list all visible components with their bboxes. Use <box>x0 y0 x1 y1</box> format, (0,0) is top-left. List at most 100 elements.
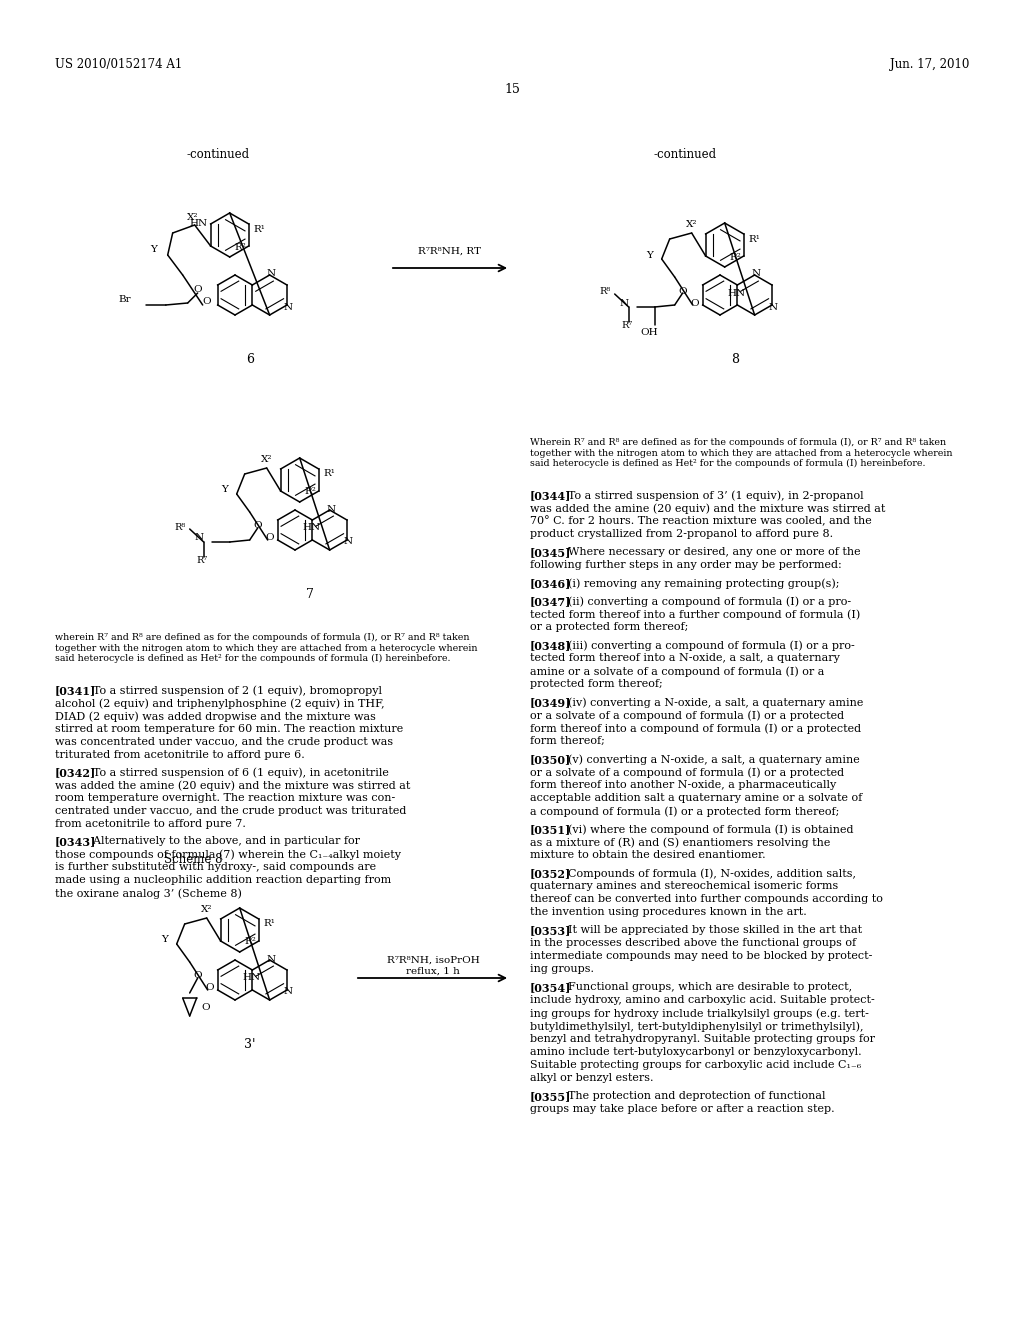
Text: Wherein R⁷ and R⁸ are defined as for the compounds of formula (I), or R⁷ and R⁸ : Wherein R⁷ and R⁸ are defined as for the… <box>530 438 952 469</box>
Text: 70° C. for 2 hours. The reaction mixture was cooled, and the: 70° C. for 2 hours. The reaction mixture… <box>530 516 871 527</box>
Text: HN: HN <box>302 524 321 532</box>
Text: acceptable addition salt a quaternary amine or a solvate of: acceptable addition salt a quaternary am… <box>530 793 862 803</box>
Text: form thereof into a compound of formula (I) or a protected: form thereof into a compound of formula … <box>530 723 861 734</box>
Text: Jun. 17, 2010: Jun. 17, 2010 <box>890 58 969 71</box>
Text: or a solvate of a compound of formula (I) or a protected: or a solvate of a compound of formula (I… <box>530 767 844 777</box>
Text: O: O <box>203 297 211 306</box>
Text: 3': 3' <box>245 1038 256 1051</box>
Text: [0354]: [0354] <box>530 982 571 993</box>
Text: To a stirred suspension of 2 (1 equiv), bromopropyl: To a stirred suspension of 2 (1 equiv), … <box>79 685 382 696</box>
Text: O: O <box>678 286 687 296</box>
Text: R²: R² <box>234 243 247 252</box>
Text: mixture to obtain the desired enantiomer.: mixture to obtain the desired enantiomer… <box>530 850 766 861</box>
Text: 8: 8 <box>731 352 739 366</box>
Text: room temperature overnight. The reaction mixture was con-: room temperature overnight. The reaction… <box>55 793 395 803</box>
Text: -continued: -continued <box>186 148 250 161</box>
Text: or a protected form thereof;: or a protected form thereof; <box>530 622 688 632</box>
Text: protected form thereof;: protected form thereof; <box>530 678 663 689</box>
Text: N: N <box>343 537 352 546</box>
Text: alcohol (2 equiv) and triphenylphosphine (2 equiv) in THF,: alcohol (2 equiv) and triphenylphosphine… <box>55 698 385 709</box>
Text: Where necessary or desired, any one or more of the: Where necessary or desired, any one or m… <box>554 546 860 557</box>
Text: O: O <box>265 533 274 543</box>
Text: OH: OH <box>641 327 658 337</box>
Text: 15: 15 <box>504 83 520 96</box>
Text: those compounds of formula (7) wherein the C₁₋₄alkyl moiety: those compounds of formula (7) wherein t… <box>55 849 401 859</box>
Text: To a stirred suspension of 3’ (1 equiv), in 2-propanol: To a stirred suspension of 3’ (1 equiv),… <box>554 490 863 500</box>
Text: (v) converting a N-oxide, a salt, a quaternary amine: (v) converting a N-oxide, a salt, a quat… <box>554 754 860 764</box>
Text: include hydroxy, amino and carboxylic acid. Suitable protect-: include hydroxy, amino and carboxylic ac… <box>530 995 874 1005</box>
Text: [0347]: [0347] <box>530 597 571 607</box>
Text: ing groups.: ing groups. <box>530 964 594 974</box>
Text: [0349]: [0349] <box>530 697 571 708</box>
Text: (ii) converting a compound of formula (I) or a pro-: (ii) converting a compound of formula (I… <box>554 597 851 607</box>
Text: N: N <box>620 298 629 308</box>
Text: [0341]: [0341] <box>55 685 96 696</box>
Text: from acetonitrile to afford pure 7.: from acetonitrile to afford pure 7. <box>55 818 246 829</box>
Text: (i) removing any remaining protecting group(s);: (i) removing any remaining protecting gr… <box>554 578 840 589</box>
Text: quaternary amines and stereochemical isomeric forms: quaternary amines and stereochemical iso… <box>530 880 839 891</box>
Text: R⁷R⁸NH, isoPrOH: R⁷R⁸NH, isoPrOH <box>387 956 479 965</box>
Text: (iv) converting a N-oxide, a salt, a quaternary amine: (iv) converting a N-oxide, a salt, a qua… <box>554 697 863 708</box>
Text: Y: Y <box>646 251 653 260</box>
Text: amine or a solvate of a compound of formula (I) or a: amine or a solvate of a compound of form… <box>530 667 824 677</box>
Text: made using a nucleophilic addition reaction departing from: made using a nucleophilic addition react… <box>55 875 391 884</box>
Text: O: O <box>194 972 202 981</box>
Text: To a stirred suspension of 6 (1 equiv), in acetonitrile: To a stirred suspension of 6 (1 equiv), … <box>79 767 389 777</box>
Text: form thereof;: form thereof; <box>530 737 605 746</box>
Text: X²: X² <box>261 455 272 465</box>
Text: R⁷: R⁷ <box>196 556 207 565</box>
Text: HN: HN <box>728 289 745 297</box>
Text: Br: Br <box>118 296 131 305</box>
Text: alkyl or benzyl esters.: alkyl or benzyl esters. <box>530 1073 653 1082</box>
Text: DIAD (2 equiv) was added dropwise and the mixture was: DIAD (2 equiv) was added dropwise and th… <box>55 711 376 722</box>
Text: was concentrated under vaccuo, and the crude product was: was concentrated under vaccuo, and the c… <box>55 737 393 747</box>
Text: R²: R² <box>730 252 741 261</box>
Text: 7: 7 <box>306 587 314 601</box>
Text: O: O <box>202 1002 210 1011</box>
Text: -continued: -continued <box>653 148 717 161</box>
Text: The protection and deprotection of functional: The protection and deprotection of funct… <box>554 1092 825 1101</box>
Text: R⁸: R⁸ <box>599 288 610 297</box>
Text: [0355]: [0355] <box>530 1092 571 1102</box>
Text: HN: HN <box>243 974 261 982</box>
Text: amino include tert-butyloxycarbonyl or benzyloxycarbonyl.: amino include tert-butyloxycarbonyl or b… <box>530 1047 861 1057</box>
Text: O: O <box>194 285 202 294</box>
Text: [0350]: [0350] <box>530 754 571 766</box>
Text: O: O <box>690 298 699 308</box>
Text: Y: Y <box>151 246 157 255</box>
Text: in the processes described above the functional groups of: in the processes described above the fun… <box>530 939 856 948</box>
Text: benzyl and tetrahydropyranyl. Suitable protecting groups for: benzyl and tetrahydropyranyl. Suitable p… <box>530 1034 874 1044</box>
Text: was added the amine (20 equiv) and the mixture was stirred at: was added the amine (20 equiv) and the m… <box>530 503 886 513</box>
Text: O: O <box>206 983 214 993</box>
Text: N: N <box>266 954 275 964</box>
Text: R²: R² <box>305 487 316 496</box>
Text: or a solvate of a compound of formula (I) or a protected: or a solvate of a compound of formula (I… <box>530 710 844 721</box>
Text: form thereof into another N-oxide, a pharmaceutically: form thereof into another N-oxide, a pha… <box>530 780 837 789</box>
Text: [0351]: [0351] <box>530 824 571 836</box>
Text: as a mixture of (R) and (S) enantiomers resolving the: as a mixture of (R) and (S) enantiomers … <box>530 837 830 847</box>
Text: X²: X² <box>686 220 697 228</box>
Text: Functional groups, which are desirable to protect,: Functional groups, which are desirable t… <box>554 982 852 993</box>
Text: R⁸: R⁸ <box>174 523 185 532</box>
Text: [0346]: [0346] <box>530 578 571 589</box>
Text: reflux, 1 h: reflux, 1 h <box>407 968 460 975</box>
Text: N: N <box>751 269 760 279</box>
Text: [0342]: [0342] <box>55 767 96 777</box>
Text: Alternatively to the above, and in particular for: Alternatively to the above, and in parti… <box>79 836 360 846</box>
Text: HN: HN <box>189 219 207 228</box>
Text: triturated from acetonitrile to afford pure 6.: triturated from acetonitrile to afford p… <box>55 750 305 760</box>
Text: 6: 6 <box>246 352 254 366</box>
Text: a compound of formula (I) or a protected form thereof;: a compound of formula (I) or a protected… <box>530 807 840 817</box>
Text: stirred at room temperature for 60 min. The reaction mixture: stirred at room temperature for 60 min. … <box>55 723 403 734</box>
Text: X²: X² <box>201 906 212 913</box>
Text: [0343]: [0343] <box>55 836 96 847</box>
Text: R¹: R¹ <box>254 224 265 234</box>
Text: tected form thereof into a further compound of formula (I): tected form thereof into a further compo… <box>530 609 860 619</box>
Text: following further steps in any order may be performed:: following further steps in any order may… <box>530 560 842 570</box>
Text: R¹: R¹ <box>749 235 761 243</box>
Text: thereof can be converted into further compounds according to: thereof can be converted into further co… <box>530 894 883 904</box>
Text: was added the amine (20 equiv) and the mixture was stirred at: was added the amine (20 equiv) and the m… <box>55 780 411 791</box>
Text: N: N <box>284 302 293 312</box>
Text: O: O <box>253 521 262 531</box>
Text: butyldimethylsilyl, tert-butyldiphenylsilyl or trimethylsilyl),: butyldimethylsilyl, tert-butyldiphenylsi… <box>530 1020 863 1031</box>
